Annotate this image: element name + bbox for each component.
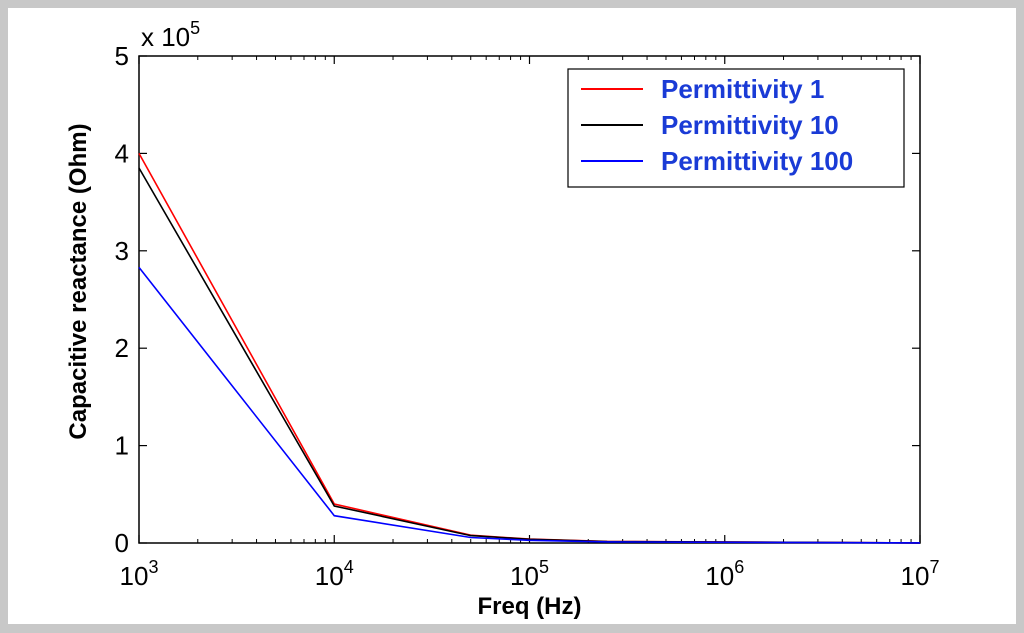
chart-svg: 0 1 2 3 4 5 103 104 105 106 107 x 105 Freq (Hz) Capac… bbox=[65, 18, 940, 620]
legend-label: Permittivity 1 bbox=[661, 74, 824, 104]
y-tick-label: 1 bbox=[115, 431, 129, 461]
legend-label: Permittivity 100 bbox=[661, 146, 853, 176]
y-tick-label: 2 bbox=[115, 333, 129, 363]
x-tick-label: 105 bbox=[510, 557, 549, 591]
y-tick-label: 3 bbox=[115, 236, 129, 266]
x-axis-label: Freq (Hz) bbox=[478, 593, 582, 620]
x-tick-label: 107 bbox=[901, 557, 940, 591]
y-tick-label: 5 bbox=[115, 41, 129, 71]
x-tick-label: 106 bbox=[705, 557, 744, 591]
series-line-permittivity-100 bbox=[138, 266, 921, 544]
figure-background: 0 1 2 3 4 5 103 104 105 106 107 x 105 Freq (Hz) Capac… bbox=[8, 8, 1016, 624]
x-tick-label: 104 bbox=[315, 557, 354, 591]
y-multiplier-label: x 105 bbox=[141, 18, 200, 52]
x-tick-label: 103 bbox=[120, 557, 159, 591]
y-tick-label: 0 bbox=[115, 528, 129, 558]
legend-label: Permittivity 10 bbox=[661, 110, 839, 140]
y-tick-label: 4 bbox=[115, 138, 129, 168]
y-axis-label: Capacitive reactance (Ohm) bbox=[65, 123, 92, 439]
